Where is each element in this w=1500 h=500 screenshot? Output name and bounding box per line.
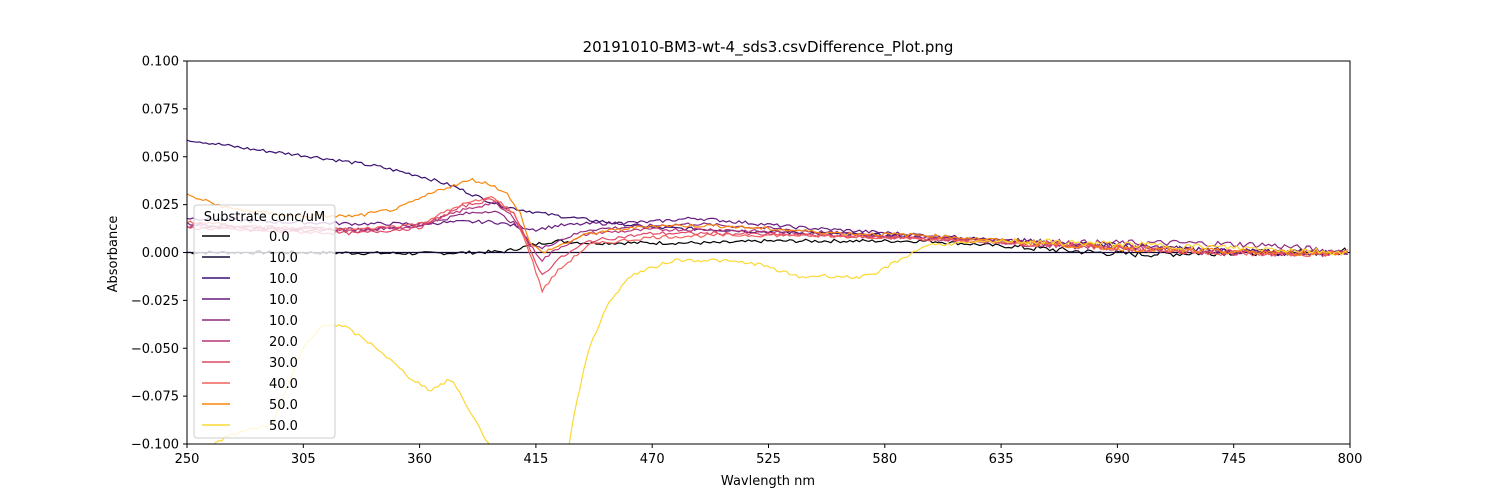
y-axis: 0.100 0.075 0.050 0.025 0.000 −0.025 −0.050 −0.… [131,55,187,453]
x-tick-label: 580 [872,452,897,467]
x-tick-label: 470 [640,452,665,467]
y-tick-label: −0.100 [131,438,179,453]
series-line-9 [213,237,1349,444]
x-tick-label: 745 [1221,452,1246,467]
legend-entry-label: 50.0 [269,398,298,413]
legend: Substrate conc/uM 0.0 10.0 10.0 10.0 10.0 20.0… [193,204,336,439]
y-tick-label: 0.000 [142,246,179,261]
y-tick-label: 0.025 [142,198,179,213]
y-tick-label: 0.075 [142,102,179,117]
series-line-7 [187,195,1349,294]
y-tick-label: 0.050 [142,150,179,165]
chart-title: 20191010-BM3-wt-4_sds3.csvDifference_Plo… [583,38,954,57]
legend-entry-label: 10.0 [269,272,298,287]
x-tick-label: 635 [989,452,1014,467]
series-line-6 [187,198,1349,276]
legend-entry-label: 50.0 [269,419,298,434]
x-tick-label: 250 [175,452,200,467]
series-line-2 [187,139,1348,257]
series-line-8 [187,177,1349,257]
legend-entry-label: 0.0 [269,230,290,245]
legend-title: Substrate conc/uM [204,210,325,225]
y-tick-label: −0.050 [131,342,179,357]
x-tick-label: 690 [1105,452,1130,467]
x-tick-label: 305 [291,452,316,467]
legend-entry-label: 20.0 [269,335,298,350]
legend-entry-label: 40.0 [269,377,298,392]
series-line-0 [187,238,1349,258]
x-axis-label: Wavlength nm [721,474,815,489]
x-axis: 250 305 360 415 470 525 580 635 690 745 800 [175,444,1363,467]
legend-box [193,204,336,439]
y-axis-label: Absorbance [106,216,121,293]
x-tick-label: 415 [523,452,548,467]
x-tick-label: 525 [756,452,781,467]
x-tick-label: 360 [407,452,432,467]
legend-entry-label: 10.0 [269,251,298,266]
y-tick-label: −0.075 [131,390,179,405]
legend-entry-label: 10.0 [269,314,298,329]
legend-entry-label: 30.0 [269,356,298,371]
y-tick-label: 0.100 [142,55,179,70]
y-tick-label: −0.025 [131,294,179,309]
x-tick-label: 800 [1338,452,1363,467]
legend-entry-label: 10.0 [269,293,298,308]
series-line-3 [187,216,1349,257]
series-layer [187,139,1350,444]
